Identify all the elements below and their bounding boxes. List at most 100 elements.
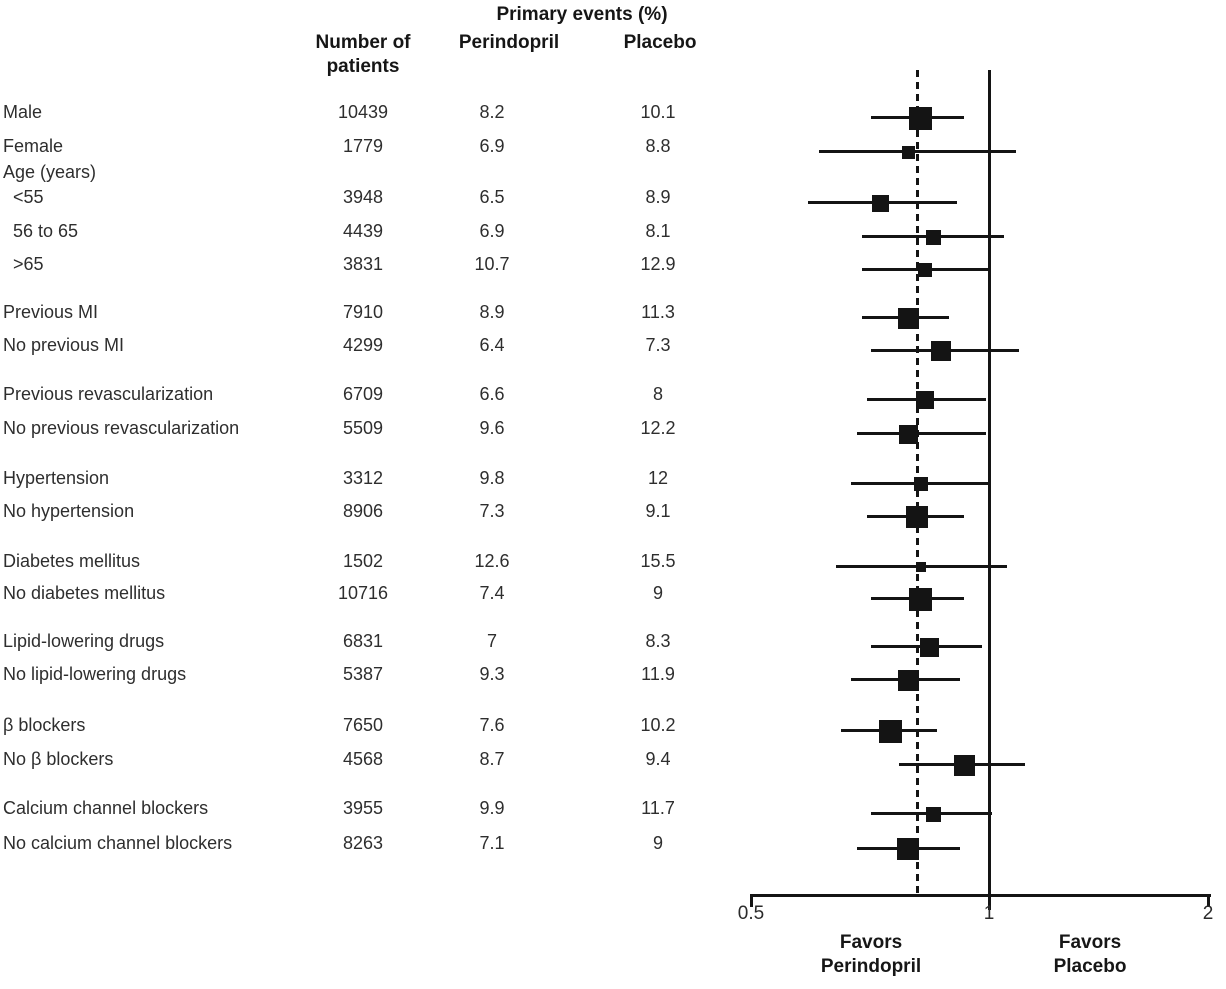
patients-cell: 5509 <box>342 418 384 438</box>
placebo-cell: 7.3 <box>645 335 671 355</box>
point-estimate-square <box>905 506 928 528</box>
perindopril-cell: 12.6 <box>474 551 510 571</box>
perindopril-cell: 9.9 <box>479 798 505 818</box>
placebo-cell: 8.9 <box>645 187 671 207</box>
patients-cell: 3955 <box>342 798 384 818</box>
favors-perindopril-label-line2: Perindopril <box>820 956 922 977</box>
point-estimate-square <box>915 562 926 572</box>
patients-cell: 7910 <box>342 302 384 322</box>
subgroup-label: No previous MI <box>3 335 125 355</box>
patients-cell: 3312 <box>342 468 384 488</box>
subgroup-label: Previous MI <box>3 302 99 322</box>
subgroup-label: β blockers <box>3 715 86 735</box>
x-axis-tick-label: 0.5 <box>737 903 765 924</box>
favors-perindopril-label: Favors Perindopril <box>771 931 971 979</box>
point-estimate-square <box>897 838 920 860</box>
perindopril-cell: 8.7 <box>479 749 505 769</box>
patients-cell: 10439 <box>337 102 389 122</box>
subgroup-label: Diabetes mellitus <box>3 551 141 571</box>
placebo-cell: 11.9 <box>641 664 675 684</box>
subgroup-label: Previous revascularization <box>3 384 214 404</box>
confidence-interval-line <box>856 432 986 435</box>
placebo-cell: 8 <box>652 384 663 404</box>
patients-cell: 8906 <box>342 501 384 521</box>
confidence-interval-line <box>819 150 1017 153</box>
perindopril-cell: 9.3 <box>479 664 505 684</box>
subgroup-label: 56 to 65 <box>13 221 79 241</box>
point-estimate-square <box>919 637 939 657</box>
placebo-cell: 10.2 <box>640 715 676 735</box>
placebo-cell: 15.5 <box>640 551 676 571</box>
subgroup-header-label: Age (years) <box>3 162 97 182</box>
subgroup-label: No calcium channel blockers <box>3 833 233 853</box>
point-estimate-square <box>909 106 933 130</box>
perindopril-cell: 8.2 <box>479 102 505 122</box>
point-estimate-square <box>878 719 902 743</box>
perindopril-cell: 8.9 <box>479 302 505 322</box>
x-axis <box>751 894 1211 897</box>
perindopril-cell: 7 <box>486 631 497 651</box>
point-estimate-square <box>925 806 941 822</box>
x-axis-tick <box>750 894 753 907</box>
patients-column-header-line2: patients <box>326 56 400 77</box>
point-estimate-square <box>916 391 935 409</box>
placebo-cell: 10.1 <box>640 102 676 122</box>
perindopril-cell: 7.6 <box>479 715 505 735</box>
placebo-column-header: Placebo <box>623 32 697 53</box>
placebo-cell: 12.2 <box>640 418 676 438</box>
subgroup-label: Lipid-lowering drugs <box>3 631 165 651</box>
favors-placebo-label: Favors Placebo <box>990 931 1190 979</box>
point-estimate-square <box>931 341 952 361</box>
x-axis-tick-label: 1 <box>983 903 995 924</box>
favors-placebo-label-line2: Placebo <box>1053 956 1127 977</box>
point-estimate-square <box>909 587 933 611</box>
patients-cell: 4568 <box>342 749 384 769</box>
primary-events-header: Primary events (%) <box>496 4 668 25</box>
patients-column-header-line1: Number of <box>315 32 411 53</box>
placebo-cell: 11.3 <box>641 302 675 322</box>
point-estimate-square <box>897 307 919 329</box>
placebo-cell: 11.7 <box>641 798 675 818</box>
subgroup-label: Hypertension <box>3 468 110 488</box>
patients-cell: 6709 <box>342 384 384 404</box>
x-axis-tick-label: 2 <box>1202 903 1214 924</box>
patients-cell: 1779 <box>342 136 384 156</box>
subgroup-label: >65 <box>13 254 44 274</box>
patients-cell: 8263 <box>342 833 384 853</box>
subgroup-label: Calcium channel blockers <box>3 798 209 818</box>
placebo-cell: 8.8 <box>645 136 671 156</box>
x-axis-tick <box>988 894 991 907</box>
subgroup-label: <55 <box>13 187 44 207</box>
subgroup-label: No previous revascularization <box>3 418 240 438</box>
perindopril-column-header: Perindopril <box>458 32 560 53</box>
favors-placebo-label-line1: Favors <box>1058 932 1122 953</box>
subgroup-label: No hypertension <box>3 501 135 521</box>
perindopril-cell: 9.8 <box>479 468 505 488</box>
perindopril-cell: 6.5 <box>479 187 505 207</box>
x-axis-tick <box>1207 894 1210 907</box>
placebo-cell: 12.9 <box>640 254 676 274</box>
point-estimate-square <box>872 194 890 212</box>
perindopril-cell: 10.7 <box>474 254 510 274</box>
subgroup-label: No diabetes mellitus <box>3 583 166 603</box>
perindopril-cell: 6.4 <box>479 335 505 355</box>
subgroup-label: No lipid-lowering drugs <box>3 664 187 684</box>
favors-perindopril-label-line1: Favors <box>839 932 903 953</box>
patients-cell: 1502 <box>342 551 384 571</box>
perindopril-cell: 6.6 <box>479 384 505 404</box>
reference-line <box>988 70 991 910</box>
perindopril-cell: 6.9 <box>479 136 505 156</box>
placebo-cell: 9 <box>652 833 663 853</box>
point-estimate-square <box>897 669 919 691</box>
placebo-cell: 9.4 <box>645 749 671 769</box>
placebo-cell: 9.1 <box>645 501 671 521</box>
subgroup-label: Male <box>3 102 43 122</box>
patients-cell: 4439 <box>342 221 384 241</box>
point-estimate-square <box>898 424 918 444</box>
perindopril-cell: 7.4 <box>479 583 505 603</box>
patients-column-header: Number of patients <box>288 31 438 79</box>
point-estimate-square <box>953 754 975 776</box>
point-estimate-square <box>913 477 928 491</box>
subgroup-label: No β blockers <box>3 749 114 769</box>
point-estimate-square <box>901 145 915 159</box>
